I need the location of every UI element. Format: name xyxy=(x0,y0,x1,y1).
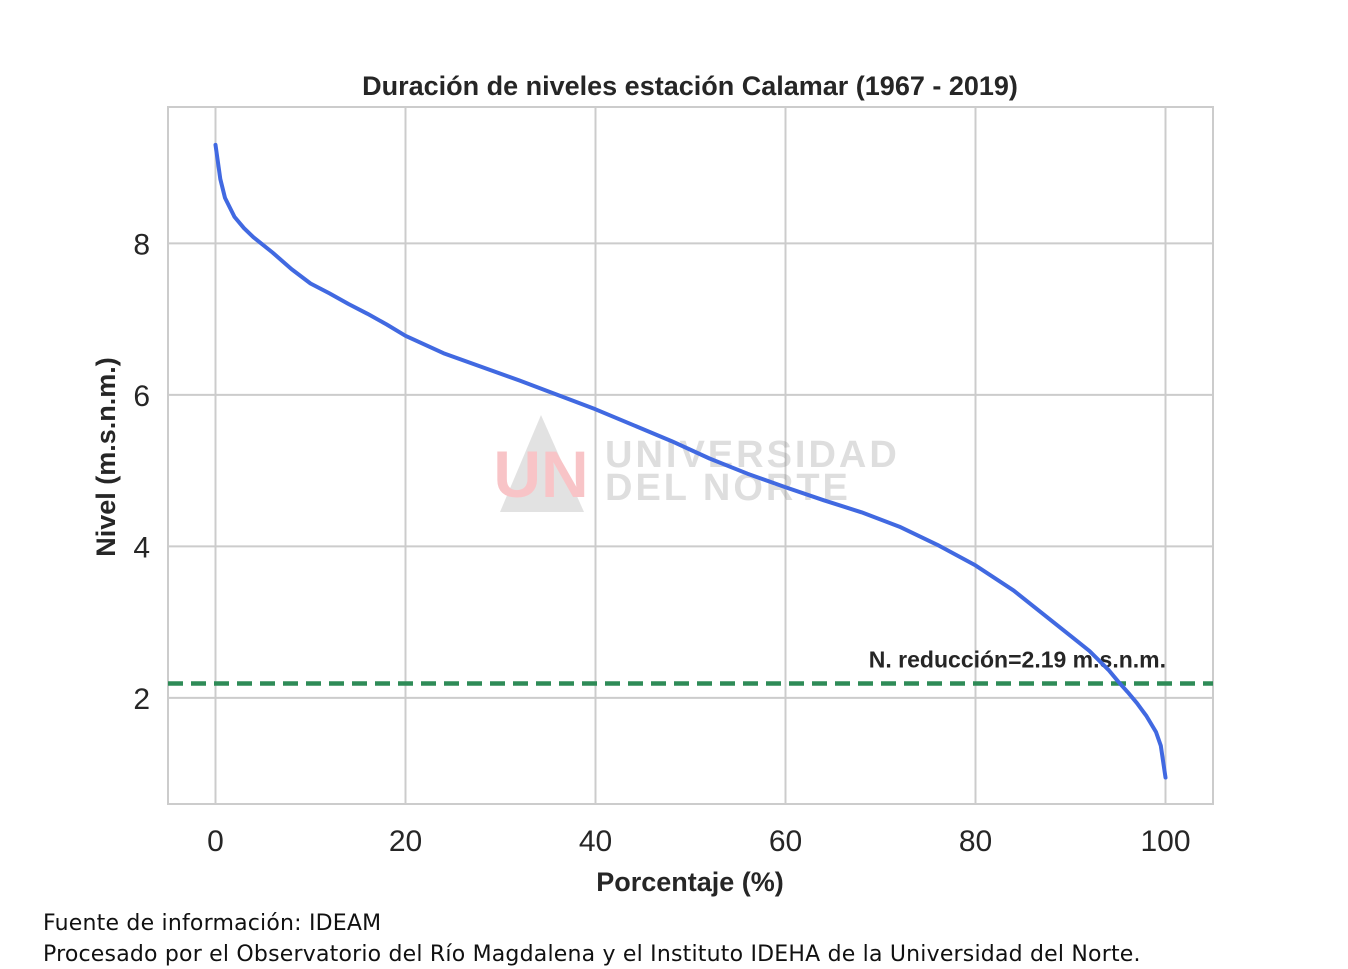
y-tick-label: 4 xyxy=(133,531,150,564)
x-tick-label: 80 xyxy=(959,825,992,858)
y-tick-label: 6 xyxy=(133,380,150,413)
reference-line-label: N. reducción=2.19 m.s.n.m. xyxy=(869,647,1166,673)
footnote-source: Fuente de información: IDEAM xyxy=(43,911,382,936)
y-axis-label: Nivel (m.s.n.m.) xyxy=(91,357,121,557)
x-tick-label: 60 xyxy=(769,825,802,858)
grid xyxy=(168,107,1213,804)
x-tick-label: 40 xyxy=(579,825,612,858)
y-tick-label: 2 xyxy=(133,683,150,716)
watermark-line-2: DEL NORTE xyxy=(605,467,851,509)
series-line-duration-curve xyxy=(213,142,1168,780)
ticks: 0 20 40 60 80 100 2 4 6 8 xyxy=(133,228,1190,858)
chart-title: Duración de niveles estación Calamar (19… xyxy=(362,71,1018,101)
watermark-line-1: UNIVERSIDAD xyxy=(605,434,900,476)
x-tick-label: 0 xyxy=(207,825,224,858)
watermark-logo: UN UNIVERSIDAD DEL NORTE xyxy=(493,415,900,512)
plot-frame xyxy=(167,106,1214,805)
y-tick-label: 8 xyxy=(133,228,150,261)
x-tick-label: 20 xyxy=(389,825,422,858)
watermark-logo-text: UN xyxy=(493,437,588,511)
footnote-processed-by: Procesado por el Observatorio del Río Ma… xyxy=(43,942,1141,967)
x-axis-label: Porcentaje (%) xyxy=(596,867,784,897)
x-tick-label: 100 xyxy=(1140,825,1190,858)
watermark-mountain-icon xyxy=(500,415,584,512)
